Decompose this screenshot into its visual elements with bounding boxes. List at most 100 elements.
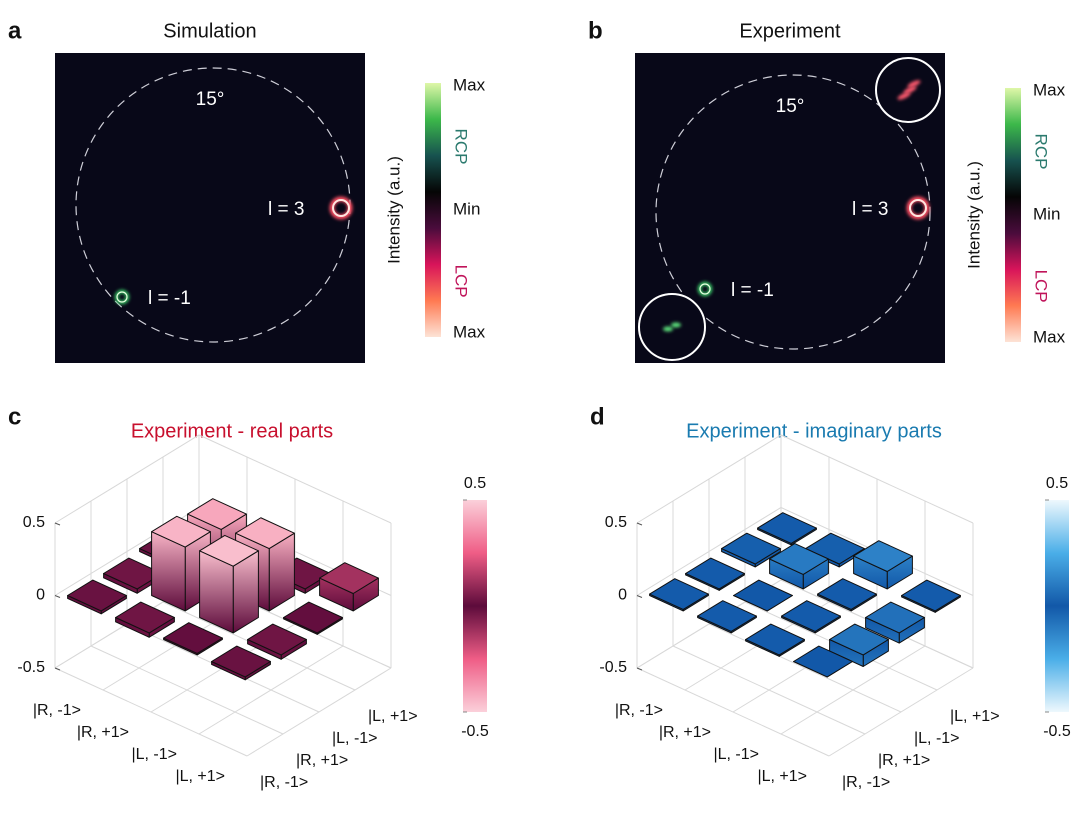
beam-spot-core — [332, 199, 350, 217]
bar-top — [901, 579, 961, 612]
colorbar-tick: Max — [453, 75, 486, 94]
bar — [757, 512, 817, 546]
bar-top — [151, 515, 211, 548]
bar — [781, 600, 841, 634]
colorbar-tick-label: -0.5 — [461, 723, 489, 740]
bar-top — [853, 540, 913, 572]
colorbar-tick-label: 0.5 — [464, 475, 486, 492]
row-label: |R, +1> — [77, 724, 129, 741]
panel-label: a — [8, 17, 22, 44]
colorbar — [1005, 88, 1021, 342]
bar — [319, 562, 379, 612]
spot-label: l = 3 — [852, 199, 888, 220]
panel-title: Simulation — [163, 20, 256, 42]
bar — [769, 543, 829, 590]
panel-label: b — [588, 17, 603, 44]
colorbar-tick: Max — [453, 322, 486, 341]
bar — [211, 645, 271, 681]
bar-top — [733, 579, 793, 612]
z-tick-label: 0.5 — [605, 514, 627, 531]
panel-label: c — [8, 403, 21, 430]
row-label: |L, -1> — [713, 746, 759, 763]
z-tick-label: 0.5 — [23, 514, 45, 531]
bar-top — [865, 601, 925, 634]
angle-label: 15° — [776, 96, 805, 117]
bar — [829, 623, 889, 667]
bar — [115, 601, 175, 638]
bar — [865, 601, 925, 644]
bar-top — [235, 517, 295, 550]
bar-top — [829, 623, 889, 656]
floor-line — [672, 645, 866, 735]
bar — [793, 645, 853, 678]
angle-label: 15° — [196, 89, 225, 110]
bar-top — [769, 543, 829, 575]
bar — [199, 534, 259, 634]
col-label: |R, -1> — [260, 774, 308, 791]
colorbar-tick-label: 0.5 — [1046, 475, 1068, 492]
bar — [745, 623, 805, 657]
bar-top — [649, 578, 709, 610]
bar-top — [721, 532, 781, 565]
bar-top — [793, 645, 853, 678]
bar-top — [757, 512, 817, 544]
row-label: |R, -1> — [33, 702, 81, 719]
beam-spot-core — [116, 291, 128, 303]
grid-line — [636, 434, 974, 524]
z-tick — [54, 595, 61, 598]
floor-line — [636, 667, 830, 757]
bar — [817, 578, 877, 612]
bar-top — [745, 623, 805, 656]
bar — [283, 601, 343, 635]
z-tick — [636, 522, 643, 526]
beam-spot-core — [699, 283, 711, 295]
row-label: |L, -1> — [131, 746, 177, 763]
bar — [247, 623, 307, 660]
z-tick — [636, 595, 643, 598]
bar-top — [685, 557, 745, 590]
bar — [853, 540, 913, 590]
colorbar-tick-label: -0.5 — [1043, 723, 1071, 740]
row-label: |R, +1> — [659, 724, 711, 741]
panel-title: Experiment — [739, 20, 841, 42]
inset-spot — [671, 322, 681, 328]
z-tick-label: -0.5 — [17, 659, 45, 676]
bar-top — [283, 601, 343, 634]
panel-title: Experiment - real parts — [131, 420, 333, 442]
bar — [163, 622, 223, 656]
inset-spot — [907, 80, 921, 88]
colorbar-tick: RCP — [452, 129, 471, 165]
colorbar-tick: Max — [1033, 327, 1066, 346]
colorbar-tick: Min — [1033, 204, 1060, 223]
colorbar-tick: Max — [1033, 80, 1066, 99]
z-tick — [54, 667, 61, 671]
bar-top — [163, 622, 223, 654]
colorbar — [1045, 500, 1069, 712]
z-tick — [636, 667, 643, 671]
bar — [67, 579, 127, 615]
floor-line — [54, 667, 248, 757]
row-label: |L, +1> — [757, 768, 807, 785]
beam-spot-core — [909, 199, 927, 217]
z-tick — [54, 522, 61, 526]
bar — [697, 600, 757, 634]
bar-top — [199, 534, 259, 567]
bar-top — [817, 578, 877, 610]
z-tick-label: -0.5 — [599, 659, 627, 676]
bar — [649, 578, 709, 612]
col-label: |R, -1> — [842, 774, 890, 791]
bar-top — [247, 623, 307, 656]
grid-line — [636, 579, 974, 669]
bar-top — [115, 601, 175, 634]
bar-top — [697, 600, 757, 632]
inset-spot — [663, 326, 673, 332]
col-label: |L, +1> — [950, 708, 1000, 725]
row-label: |R, -1> — [615, 702, 663, 719]
col-label: |L, -1> — [332, 730, 378, 747]
spot-label: l = -1 — [731, 280, 774, 301]
colorbar-tick: Min — [453, 199, 480, 218]
panel-label: d — [590, 403, 605, 430]
z-tick-label: 0 — [36, 587, 45, 604]
colorbar-tick: LCP — [1032, 270, 1051, 303]
bar-top — [781, 600, 841, 632]
